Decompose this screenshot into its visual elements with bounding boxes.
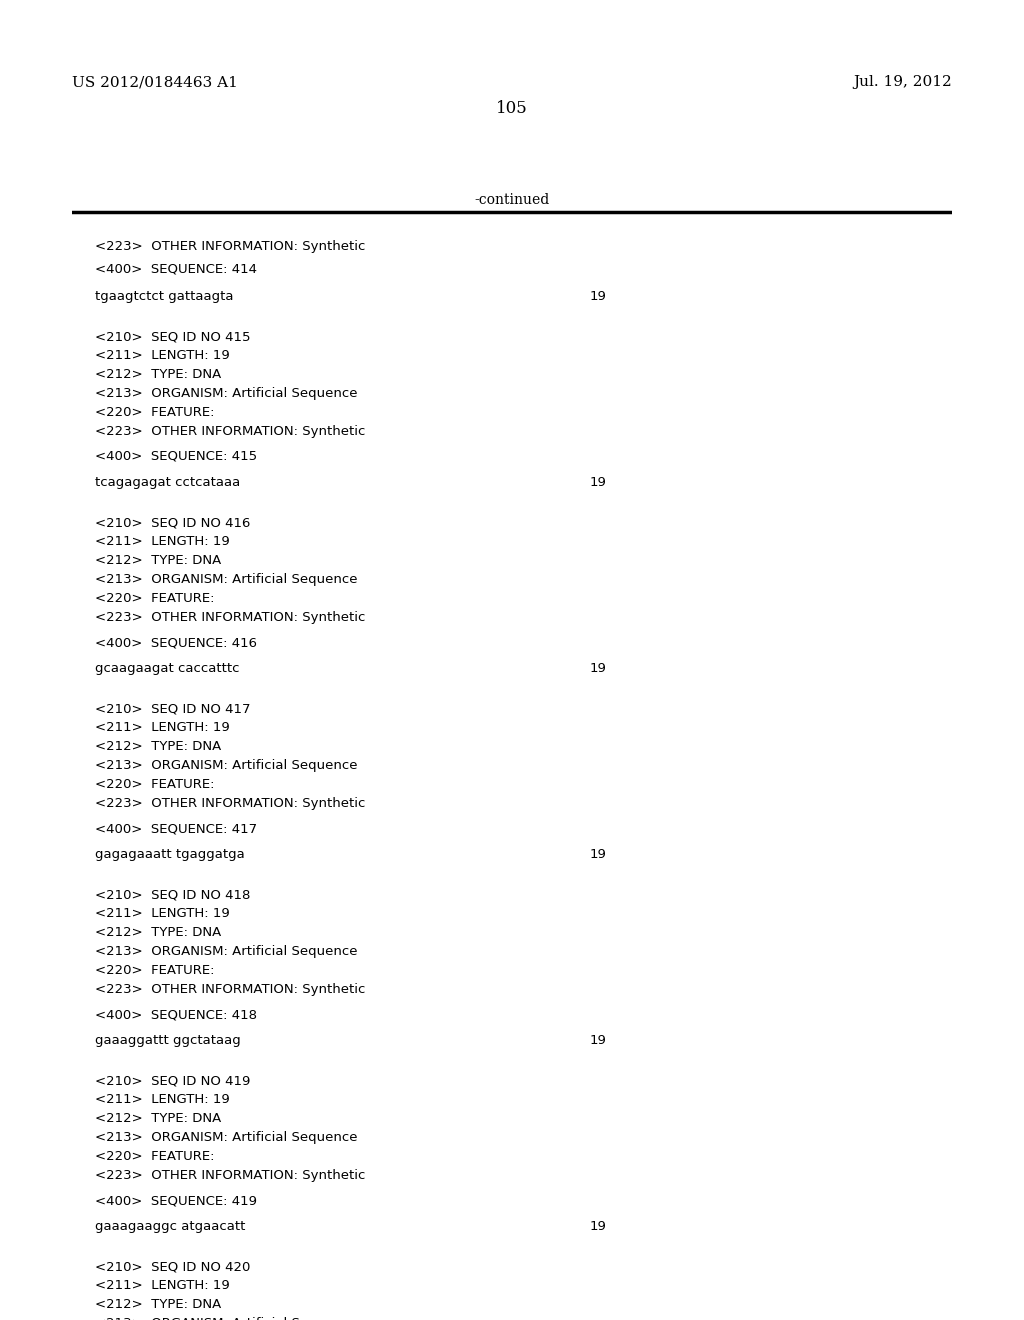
Text: 19: 19 [590,477,607,488]
Text: 105: 105 [496,100,528,117]
Text: <212>  TYPE: DNA: <212> TYPE: DNA [95,741,221,752]
Text: 19: 19 [590,847,607,861]
Text: US 2012/0184463 A1: US 2012/0184463 A1 [72,75,238,88]
Text: <223>  OTHER INFORMATION: Synthetic: <223> OTHER INFORMATION: Synthetic [95,425,366,438]
Text: 19: 19 [590,290,607,304]
Text: <400>  SEQUENCE: 417: <400> SEQUENCE: 417 [95,822,257,836]
Text: <400>  SEQUENCE: 419: <400> SEQUENCE: 419 [95,1195,257,1206]
Text: <220>  FEATURE:: <220> FEATURE: [95,1150,214,1163]
Text: <213>  ORGANISM: Artificial Sequence: <213> ORGANISM: Artificial Sequence [95,945,357,958]
Text: Jul. 19, 2012: Jul. 19, 2012 [853,75,952,88]
Text: <400>  SEQUENCE: 418: <400> SEQUENCE: 418 [95,1008,257,1020]
Text: <213>  ORGANISM: Artificial Sequence: <213> ORGANISM: Artificial Sequence [95,1131,357,1144]
Text: <212>  TYPE: DNA: <212> TYPE: DNA [95,554,221,568]
Text: gaaagaaggc atgaacatt: gaaagaaggc atgaacatt [95,1220,246,1233]
Text: <223>  OTHER INFORMATION: Synthetic: <223> OTHER INFORMATION: Synthetic [95,240,366,253]
Text: <212>  TYPE: DNA: <212> TYPE: DNA [95,927,221,939]
Text: <400>  SEQUENCE: 414: <400> SEQUENCE: 414 [95,261,257,275]
Text: <220>  FEATURE:: <220> FEATURE: [95,964,214,977]
Text: <211>  LENGTH: 19: <211> LENGTH: 19 [95,1279,229,1292]
Text: 19: 19 [590,1220,607,1233]
Text: <210>  SEQ ID NO 420: <210> SEQ ID NO 420 [95,1261,251,1272]
Text: <210>  SEQ ID NO 415: <210> SEQ ID NO 415 [95,330,251,343]
Text: <212>  TYPE: DNA: <212> TYPE: DNA [95,1298,221,1311]
Text: <211>  LENGTH: 19: <211> LENGTH: 19 [95,1093,229,1106]
Text: <212>  TYPE: DNA: <212> TYPE: DNA [95,368,221,381]
Text: gagagaaatt tgaggatga: gagagaaatt tgaggatga [95,847,245,861]
Text: <210>  SEQ ID NO 419: <210> SEQ ID NO 419 [95,1074,251,1086]
Text: <212>  TYPE: DNA: <212> TYPE: DNA [95,1111,221,1125]
Text: <220>  FEATURE:: <220> FEATURE: [95,777,214,791]
Text: <400>  SEQUENCE: 415: <400> SEQUENCE: 415 [95,450,257,463]
Text: <213>  ORGANISM: Artificial Sequence: <213> ORGANISM: Artificial Sequence [95,573,357,586]
Text: <223>  OTHER INFORMATION: Synthetic: <223> OTHER INFORMATION: Synthetic [95,611,366,624]
Text: -continued: -continued [474,193,550,207]
Text: <210>  SEQ ID NO 418: <210> SEQ ID NO 418 [95,888,251,902]
Text: <213>  ORGANISM: Artificial Sequence: <213> ORGANISM: Artificial Sequence [95,387,357,400]
Text: gaaaggattt ggctataag: gaaaggattt ggctataag [95,1034,241,1047]
Text: <213>  ORGANISM: Artificial Sequence: <213> ORGANISM: Artificial Sequence [95,1317,357,1320]
Text: <213>  ORGANISM: Artificial Sequence: <213> ORGANISM: Artificial Sequence [95,759,357,772]
Text: <223>  OTHER INFORMATION: Synthetic: <223> OTHER INFORMATION: Synthetic [95,1170,366,1181]
Text: <211>  LENGTH: 19: <211> LENGTH: 19 [95,535,229,548]
Text: 19: 19 [590,1034,607,1047]
Text: <210>  SEQ ID NO 416: <210> SEQ ID NO 416 [95,516,251,529]
Text: <211>  LENGTH: 19: <211> LENGTH: 19 [95,907,229,920]
Text: 19: 19 [590,663,607,675]
Text: tcagagagat cctcataaa: tcagagagat cctcataaa [95,477,241,488]
Text: <400>  SEQUENCE: 416: <400> SEQUENCE: 416 [95,636,257,649]
Text: <211>  LENGTH: 19: <211> LENGTH: 19 [95,721,229,734]
Text: <223>  OTHER INFORMATION: Synthetic: <223> OTHER INFORMATION: Synthetic [95,983,366,997]
Text: gcaagaagat caccatttc: gcaagaagat caccatttc [95,663,240,675]
Text: <223>  OTHER INFORMATION: Synthetic: <223> OTHER INFORMATION: Synthetic [95,797,366,810]
Text: <210>  SEQ ID NO 417: <210> SEQ ID NO 417 [95,702,251,715]
Text: tgaagtctct gattaagta: tgaagtctct gattaagta [95,290,233,304]
Text: <220>  FEATURE:: <220> FEATURE: [95,407,214,418]
Text: <211>  LENGTH: 19: <211> LENGTH: 19 [95,348,229,362]
Text: <220>  FEATURE:: <220> FEATURE: [95,591,214,605]
